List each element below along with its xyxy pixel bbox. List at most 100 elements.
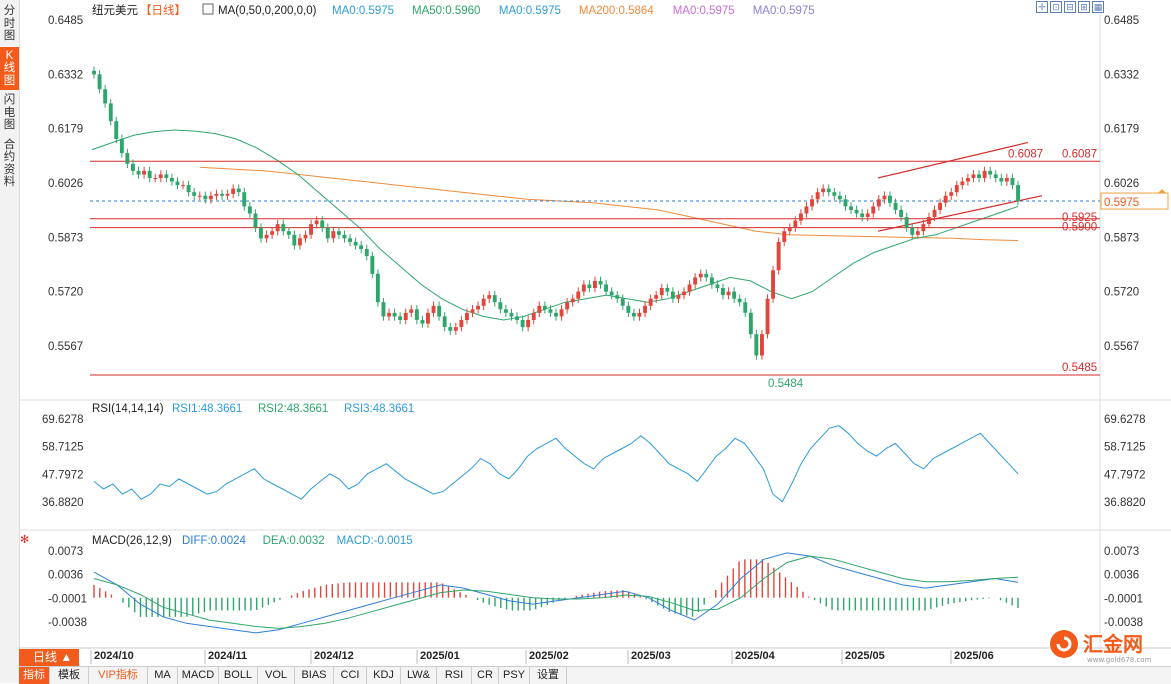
macd-tick-left: 0.0073 [48, 546, 83, 558]
candle-body [904, 217, 909, 228]
rsi-legend-0: RSI1:48.3661 [172, 403, 242, 415]
x-tick-label: 2024/11 [208, 650, 247, 662]
bottom-tab-3[interactable]: MA [148, 667, 178, 684]
bottom-tab-14[interactable]: 设置 [530, 667, 567, 684]
candle-body [314, 220, 319, 225]
candle-body [854, 209, 859, 214]
macd-diff-line [93, 552, 1019, 634]
layout-icon[interactable]: ⊞ [1078, 1, 1090, 13]
period-selector[interactable]: 日线 ▲ [19, 649, 79, 666]
candle-body [131, 163, 135, 171]
fullscreen-icon[interactable]: ✛ [1036, 1, 1048, 13]
macd-tick-right: -0.0001 [1104, 593, 1143, 605]
candle-body [414, 309, 419, 320]
rsi-legend-2: RSI3:48.3661 [344, 403, 414, 415]
zoom-icon[interactable]: ⊡ [1050, 1, 1062, 13]
bottom-tab-4[interactable]: MACD [178, 667, 219, 684]
candle-body [292, 234, 297, 246]
candle-body [259, 227, 263, 239]
price-tick-left: 0.6332 [48, 69, 83, 81]
bottom-tab-12[interactable]: CR [472, 667, 499, 684]
macd-tick-right: 0.0036 [1104, 570, 1139, 582]
candle-body [927, 217, 931, 225]
x-tick-label: 2024/12 [314, 650, 354, 662]
bottom-tab-1[interactable]: 模板 [50, 667, 89, 684]
candle-body [1010, 178, 1015, 186]
candle-body [799, 213, 803, 221]
candle-body [214, 193, 219, 196]
rsi-tick-left: 47.7972 [42, 469, 84, 481]
nav-item-0[interactable]: 分时图 [3, 5, 16, 42]
candle-body [236, 188, 241, 193]
candle-body [387, 312, 391, 317]
macd-tick-left: -0.0038 [48, 617, 87, 629]
bottom-tab-8[interactable]: CCI [334, 667, 367, 684]
candle-body [721, 288, 725, 296]
candle-body [587, 284, 592, 289]
candle-body [932, 209, 937, 217]
ma-legend-3: MA200:0.5864 [579, 5, 654, 17]
rsi-title: RSI(14,14,14) [92, 403, 164, 415]
x-tick-label: 2025/06 [954, 650, 994, 662]
candle-body [882, 195, 887, 200]
current-price-label: 0.5975 [1104, 197, 1139, 209]
candle-body [531, 312, 536, 320]
candle-body [899, 209, 904, 217]
price-tick-right: 0.6026 [1104, 178, 1139, 190]
ma-legend-5: MA0:0.5975 [753, 5, 815, 17]
bottom-tab-2[interactable]: VIP指标 [89, 667, 148, 684]
bottom-tab-6[interactable]: VOL [258, 667, 295, 684]
macd-dea-line [93, 555, 1019, 629]
level-label-high: 0.6087 [1062, 148, 1097, 160]
candle-body [320, 220, 325, 228]
candle-body [693, 277, 698, 285]
settings-icon[interactable]: ▦ [1092, 1, 1104, 13]
bottom-tab-13[interactable]: PSY [499, 667, 530, 684]
candle-body [353, 241, 358, 246]
candle-body [670, 291, 675, 299]
candle-body [682, 291, 686, 296]
candle-body [381, 302, 386, 317]
candle-body [966, 178, 970, 182]
candle-body [153, 178, 158, 179]
candle-body [470, 309, 475, 313]
candle-body [364, 249, 369, 257]
candle-body [632, 312, 636, 317]
x-tick-label: 2025/01 [420, 650, 460, 662]
high-annotation: 0.6087 [1008, 148, 1043, 160]
candle-body [97, 74, 102, 90]
nav-item-3[interactable]: 合约资料 [3, 138, 16, 189]
candle-body [398, 316, 403, 320]
candle-body [993, 174, 998, 178]
bottom-tab-9[interactable]: KDJ [367, 667, 401, 684]
candle-body [542, 305, 547, 310]
x-tick-label: 2025/02 [529, 650, 569, 662]
candle-body [459, 320, 464, 328]
brand-name: 汇金网 [1083, 632, 1143, 656]
candle-body [609, 291, 614, 296]
candle-body [114, 121, 119, 139]
indicator-settings-icon [202, 3, 214, 15]
candle-body [431, 305, 436, 313]
candle-body [598, 280, 603, 285]
price-marker-icon [1158, 189, 1166, 194]
bottom-tab-7[interactable]: BIAS [295, 667, 334, 684]
low-annotation: 0.5484 [768, 378, 804, 390]
macd-tick-right: -0.0038 [1104, 617, 1143, 629]
candle-body [977, 174, 981, 178]
bottom-tab-10[interactable]: LW& [401, 667, 437, 684]
nav-item-2[interactable]: 闪电图 [3, 94, 16, 131]
brand-logo-icon [1050, 630, 1078, 658]
candle-body [442, 316, 447, 327]
zoom-out-icon[interactable]: ⊟ [1064, 1, 1076, 13]
bottom-tab-11[interactable]: RSI [437, 667, 472, 684]
bottom-tab-5[interactable]: BOLL [219, 667, 258, 684]
candle-body [275, 224, 280, 232]
candle-body [888, 195, 892, 203]
candle-body [426, 312, 430, 324]
candle-body [281, 224, 286, 232]
candle-body [860, 213, 865, 217]
candle-body [437, 305, 442, 317]
bottom-tab-0[interactable]: 指标 [19, 667, 50, 684]
